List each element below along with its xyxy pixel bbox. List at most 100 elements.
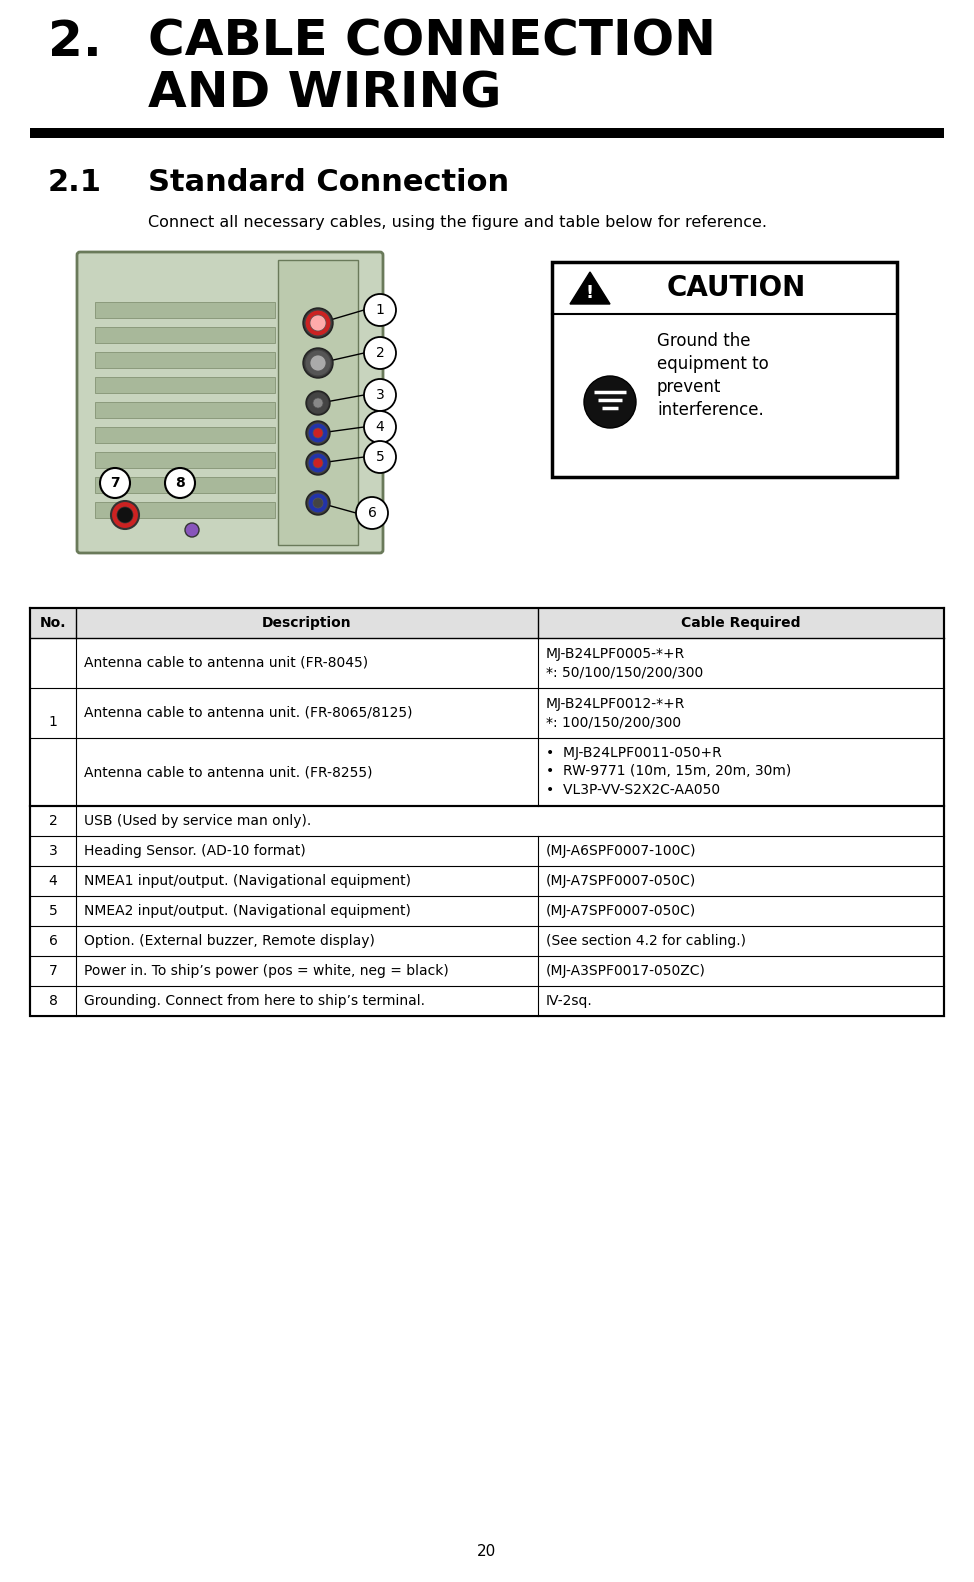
Text: •  MJ-B24LPF0011-050+R
•  RW-9771 (10m, 15m, 20m, 30m)
•  VL3P-VV-S2X2C-AA050: • MJ-B24LPF0011-050+R • RW-9771 (10m, 15… bbox=[546, 747, 791, 797]
Circle shape bbox=[306, 421, 330, 445]
Circle shape bbox=[308, 422, 328, 443]
Circle shape bbox=[364, 380, 396, 411]
Bar bbox=[30, 925, 944, 956]
Bar bbox=[95, 377, 275, 392]
Text: (MJ-A6SPF0007-100C): (MJ-A6SPF0007-100C) bbox=[546, 845, 696, 857]
Circle shape bbox=[356, 497, 388, 528]
Circle shape bbox=[364, 441, 396, 473]
Text: (MJ-A7SPF0007-050C): (MJ-A7SPF0007-050C) bbox=[546, 873, 696, 888]
Text: 2: 2 bbox=[376, 346, 385, 361]
Text: MJ-B24LPF0012-*+R
*: 100/150/200/300: MJ-B24LPF0012-*+R *: 100/150/200/300 bbox=[546, 696, 686, 729]
Circle shape bbox=[111, 501, 139, 528]
Text: 1: 1 bbox=[376, 304, 385, 316]
Circle shape bbox=[303, 348, 333, 378]
Text: 6: 6 bbox=[367, 506, 376, 520]
Text: Antenna cable to antenna unit. (FR-8065/8125): Antenna cable to antenna unit. (FR-8065/… bbox=[84, 706, 413, 720]
Text: Description: Description bbox=[262, 615, 352, 630]
Circle shape bbox=[306, 451, 330, 475]
Bar bbox=[95, 302, 275, 318]
Circle shape bbox=[313, 459, 323, 468]
Bar bbox=[30, 835, 944, 865]
Circle shape bbox=[305, 310, 331, 335]
Bar bbox=[30, 607, 944, 1016]
Text: 20: 20 bbox=[477, 1544, 497, 1560]
Text: interference.: interference. bbox=[657, 400, 764, 419]
Text: Power in. To ship’s power (pos = white, neg = black): Power in. To ship’s power (pos = white, … bbox=[84, 963, 449, 978]
Text: Antenna cable to antenna unit. (FR-8255): Antenna cable to antenna unit. (FR-8255) bbox=[84, 766, 372, 778]
Text: Connect all necessary cables, using the figure and table below for reference.: Connect all necessary cables, using the … bbox=[148, 215, 767, 229]
Text: CABLE CONNECTION: CABLE CONNECTION bbox=[148, 17, 716, 66]
Bar bbox=[30, 607, 944, 638]
Bar bbox=[30, 128, 944, 138]
Bar bbox=[30, 865, 944, 895]
FancyBboxPatch shape bbox=[77, 252, 383, 554]
Text: 7: 7 bbox=[49, 963, 57, 978]
Bar bbox=[30, 737, 944, 805]
Text: (MJ-A7SPF0007-050C): (MJ-A7SPF0007-050C) bbox=[546, 903, 696, 918]
Circle shape bbox=[364, 337, 396, 369]
Polygon shape bbox=[570, 272, 610, 304]
Text: 2.: 2. bbox=[48, 17, 102, 66]
Circle shape bbox=[306, 391, 330, 414]
Text: equipment to: equipment to bbox=[657, 354, 768, 373]
Circle shape bbox=[100, 468, 130, 498]
Text: (MJ-A3SPF0017-050ZC): (MJ-A3SPF0017-050ZC) bbox=[546, 963, 706, 978]
Bar bbox=[552, 263, 897, 478]
Circle shape bbox=[165, 468, 195, 498]
Bar bbox=[30, 688, 944, 737]
Text: MJ-B24LPF0005-*+R
*: 50/100/150/200/300: MJ-B24LPF0005-*+R *: 50/100/150/200/300 bbox=[546, 647, 703, 679]
Bar bbox=[30, 638, 944, 688]
Circle shape bbox=[303, 308, 333, 339]
Text: 6: 6 bbox=[49, 933, 57, 948]
Circle shape bbox=[306, 490, 330, 516]
Text: Grounding. Connect from here to ship’s terminal.: Grounding. Connect from here to ship’s t… bbox=[84, 993, 425, 1008]
Text: IV-2sq.: IV-2sq. bbox=[546, 993, 593, 1008]
Bar bbox=[30, 805, 944, 835]
Bar bbox=[95, 327, 275, 343]
Text: 5: 5 bbox=[49, 903, 57, 918]
Text: 8: 8 bbox=[49, 993, 57, 1008]
Circle shape bbox=[117, 506, 133, 524]
Bar bbox=[95, 452, 275, 468]
Text: No.: No. bbox=[40, 615, 66, 630]
Text: CAUTION: CAUTION bbox=[667, 274, 806, 302]
Bar bbox=[95, 402, 275, 418]
Text: 3: 3 bbox=[49, 845, 57, 857]
Bar bbox=[278, 259, 358, 546]
Bar bbox=[95, 427, 275, 443]
Text: 3: 3 bbox=[376, 388, 385, 402]
Bar bbox=[95, 478, 275, 494]
Text: Option. (External buzzer, Remote display): Option. (External buzzer, Remote display… bbox=[84, 933, 375, 948]
Circle shape bbox=[308, 392, 328, 413]
Circle shape bbox=[305, 350, 331, 377]
Circle shape bbox=[364, 294, 396, 326]
Text: Standard Connection: Standard Connection bbox=[148, 168, 509, 198]
Bar bbox=[30, 986, 944, 1016]
Text: NMEA2 input/output. (Navigational equipment): NMEA2 input/output. (Navigational equipm… bbox=[84, 903, 411, 918]
Circle shape bbox=[313, 429, 323, 438]
Circle shape bbox=[584, 377, 636, 429]
Text: (See section 4.2 for cabling.): (See section 4.2 for cabling.) bbox=[546, 933, 746, 948]
Circle shape bbox=[364, 411, 396, 443]
Text: prevent: prevent bbox=[657, 378, 722, 396]
Circle shape bbox=[185, 524, 199, 536]
Text: Cable Required: Cable Required bbox=[681, 615, 801, 630]
Circle shape bbox=[313, 498, 323, 508]
Circle shape bbox=[310, 315, 326, 331]
Text: NMEA1 input/output. (Navigational equipment): NMEA1 input/output. (Navigational equipm… bbox=[84, 873, 411, 888]
Text: 4: 4 bbox=[49, 873, 57, 888]
Circle shape bbox=[310, 354, 326, 372]
Bar bbox=[95, 353, 275, 369]
Text: 5: 5 bbox=[376, 449, 385, 464]
Text: USB (Used by service man only).: USB (Used by service man only). bbox=[84, 815, 312, 827]
Bar bbox=[30, 956, 944, 986]
Text: 8: 8 bbox=[175, 476, 185, 490]
Bar bbox=[30, 895, 944, 925]
Text: AND WIRING: AND WIRING bbox=[148, 70, 502, 119]
Circle shape bbox=[308, 452, 328, 473]
Text: Ground the: Ground the bbox=[657, 332, 751, 350]
Circle shape bbox=[313, 399, 323, 408]
Circle shape bbox=[308, 494, 328, 513]
Text: 2.1: 2.1 bbox=[48, 168, 102, 198]
Text: Antenna cable to antenna unit (FR-8045): Antenna cable to antenna unit (FR-8045) bbox=[84, 657, 368, 671]
